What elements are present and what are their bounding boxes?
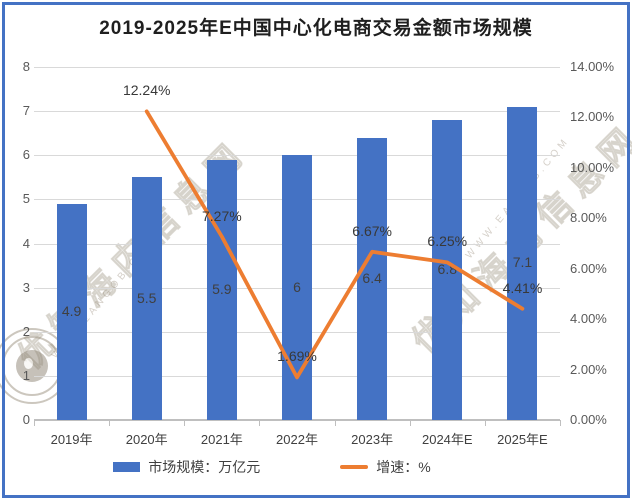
y-axis-left-tick-label: 7 xyxy=(22,103,30,119)
legend-line-swatch-icon xyxy=(340,465,369,469)
growth-value-label: 4.41% xyxy=(502,279,543,296)
y-axis-right-tick-label: 6.00% xyxy=(570,260,607,276)
legend-label: 增速：% xyxy=(376,459,431,475)
y-axis-left-labels: 0 1 2 3 4 5 6 7 8 xyxy=(6,59,30,427)
bar-value-label: 6 xyxy=(293,278,301,295)
growth-value-label: 6.67% xyxy=(352,222,392,239)
x-axis-category-label: 2020年 xyxy=(125,432,168,447)
y-axis-left-tick-label: 6 xyxy=(22,147,30,163)
growth-line-path xyxy=(144,109,525,380)
bar-value-label: 7.1 xyxy=(512,254,533,271)
y-axis-left-tick-label: 0 xyxy=(22,412,30,427)
x-axis-line xyxy=(34,419,560,421)
bar-2021年 xyxy=(206,159,237,420)
bar-2025年E xyxy=(507,106,538,420)
x-axis-tick xyxy=(34,420,35,426)
bar-value-label: 5.5 xyxy=(136,289,157,306)
chart-title: 2019-2025年E中国中心化电商交易金额市场规模 xyxy=(99,18,533,39)
y-axis-right-tick-label: 4.00% xyxy=(570,311,607,327)
y-axis-left-tick-label: 4 xyxy=(22,235,30,251)
growth-value-label: 12.24% xyxy=(122,82,171,99)
x-axis-tick xyxy=(334,420,336,426)
y-axis-left-tick-label: 5 xyxy=(22,191,30,207)
legend-item-growth-rate: 增速：% xyxy=(340,457,431,477)
x-axis-tick xyxy=(259,420,261,426)
x-axis-category-label: 2021年 xyxy=(200,432,243,447)
plot-area: 4.9 5.5 5.9 6 6.4 6.8 7.1 12.24% 7.27% 1.69% 6.67%… xyxy=(34,67,561,426)
x-axis-tick xyxy=(409,420,411,426)
legend-label: 市场规模：万亿元 xyxy=(148,459,261,475)
y-axis-right-tick-label: 10.00% xyxy=(570,159,615,175)
bar-2023年 xyxy=(357,137,388,420)
gridline xyxy=(34,67,560,68)
x-axis-tick xyxy=(560,420,561,426)
x-axis-category-label: 2024年E xyxy=(421,432,473,447)
y-axis-left-tick-label: 2 xyxy=(22,323,30,339)
legend-bar-swatch-icon xyxy=(113,462,141,472)
bar-2020年 xyxy=(131,177,162,420)
y-axis-right-tick-label: 14.00% xyxy=(570,59,615,74)
x-axis-category-label: 2019年 xyxy=(50,432,93,447)
gridline xyxy=(34,111,560,113)
growth-value-label: 1.69% xyxy=(277,348,317,365)
x-axis-category-label: 2025年E xyxy=(497,432,548,447)
y-axis-right-labels: 0.00% 2.00% 4.00% 6.00% 8.00% 10.00% 12.00% 14.… xyxy=(570,59,626,427)
y-axis-left-tick-label: 3 xyxy=(22,279,30,295)
x-axis-category-label: 2023年 xyxy=(351,432,394,447)
x-axis-tick xyxy=(184,420,186,426)
y-axis-left-tick-label: 8 xyxy=(22,59,30,74)
y-axis-right-tick-label: 0.00% xyxy=(570,412,607,427)
legend-item-market-size: 市场规模：万亿元 xyxy=(113,457,260,477)
growth-value-label: 6.25% xyxy=(427,233,468,250)
x-axis-tick xyxy=(484,420,486,426)
y-axis-right-tick-label: 12.00% xyxy=(570,109,615,125)
x-axis-labels: 2019年 2020年 2021年 2022年 2023年 2024年E 2025年E xyxy=(34,429,560,447)
bar-value-label: 6.4 xyxy=(362,269,382,286)
legend: 市场规模：万亿元 增速：% xyxy=(0,457,588,477)
x-axis-tick xyxy=(109,420,111,426)
growth-value-label: 7.27% xyxy=(201,207,242,224)
y-axis-right-tick-label: 8.00% xyxy=(570,210,607,226)
bar-value-label: 4.9 xyxy=(61,302,82,319)
y-axis-left-tick-label: 1 xyxy=(22,367,30,383)
y-axis-right-tick-label: 2.00% xyxy=(570,361,607,377)
growth-line xyxy=(144,109,525,380)
x-axis-category-label: 2022年 xyxy=(276,432,318,447)
bar-value-label: 5.9 xyxy=(212,280,232,297)
